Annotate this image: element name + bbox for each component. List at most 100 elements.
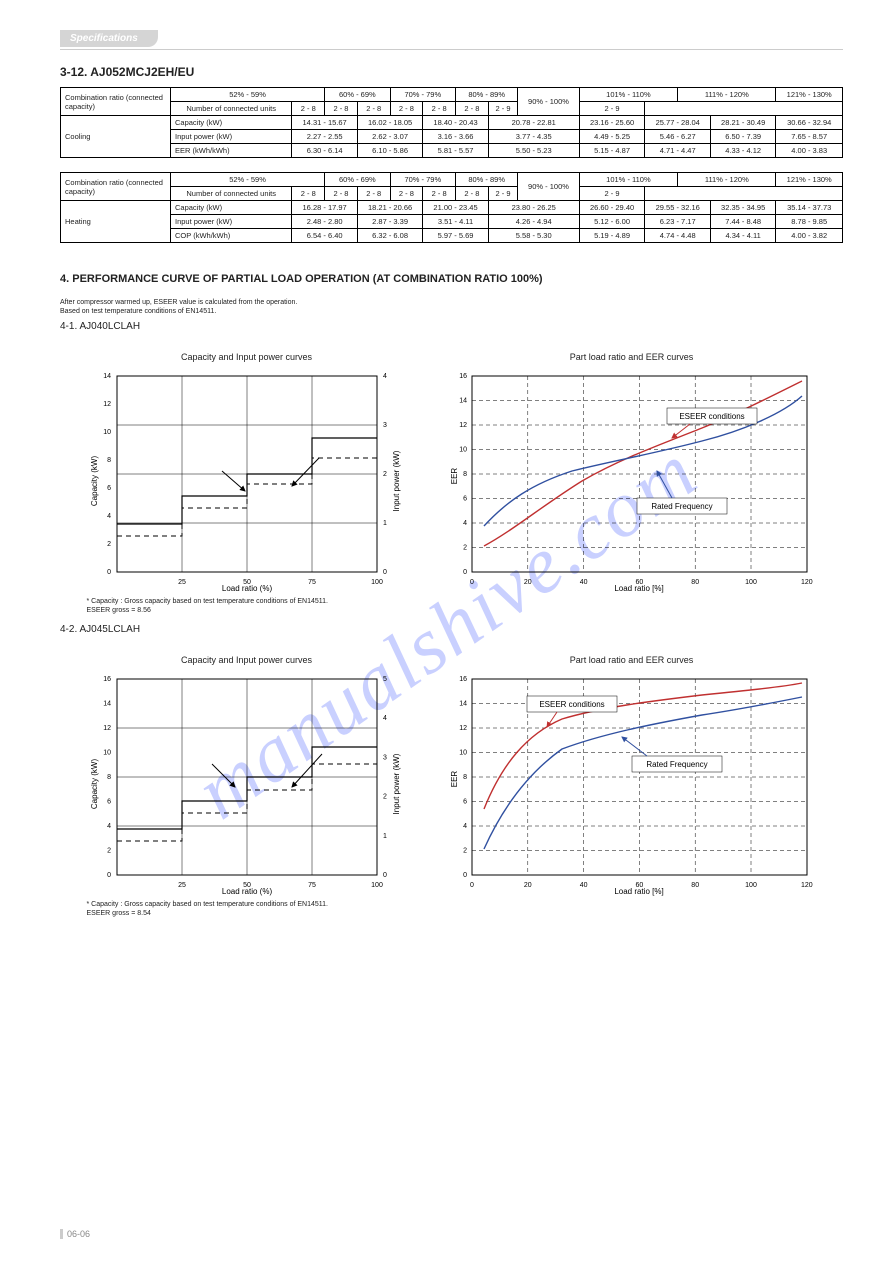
- ylabel: EER: [450, 468, 459, 485]
- svg-text:5: 5: [383, 676, 387, 683]
- svg-text:10: 10: [459, 447, 467, 454]
- chart-2a-foot2: ESEER gross = 8.54: [87, 910, 407, 917]
- cell: 6.23 - 7.17: [645, 215, 710, 229]
- cell: 23.16 - 25.60: [579, 116, 645, 130]
- svg-text:60: 60: [635, 579, 643, 586]
- cell: 2 - 8: [423, 187, 456, 201]
- th-6: 101% - 110%: [579, 88, 678, 102]
- cell: 2 - 8: [292, 102, 325, 116]
- th-7: 111% - 120%: [678, 88, 776, 102]
- header-tab: Specifications: [60, 30, 158, 47]
- svg-text:12: 12: [103, 401, 111, 408]
- svg-text:8: 8: [107, 774, 111, 781]
- legend-rated: Rated Frequency: [651, 502, 712, 511]
- cell: 2 - 8: [390, 187, 423, 201]
- cell: 2.87 - 3.39: [357, 215, 422, 229]
- cell: 18.21 - 20.66: [357, 201, 422, 215]
- cell: 2 - 9: [488, 187, 518, 201]
- cell: 4.34 - 4.11: [710, 229, 775, 243]
- chart-1b: Part load ratio and EER curves ESEER con…: [447, 352, 817, 614]
- svg-text:120: 120: [800, 579, 812, 586]
- row-eer: EER (kWh/kWh): [171, 144, 292, 158]
- chart-1a-foot1: * Capacity : Gross capacity based on tes…: [87, 598, 407, 605]
- svg-text:75: 75: [308, 579, 316, 586]
- cell: 3.51 - 4.11: [423, 215, 488, 229]
- svg-text:2: 2: [107, 848, 111, 855]
- svg-text:50: 50: [243, 882, 251, 889]
- svg-text:16: 16: [103, 676, 111, 683]
- svg-text:14: 14: [103, 701, 111, 708]
- svg-text:6: 6: [463, 496, 467, 503]
- ylabel: Capacity (kW): [90, 456, 99, 507]
- th-3: 70% - 79%: [390, 88, 455, 102]
- svg-text:10: 10: [103, 750, 111, 757]
- cell: 6.10 - 5.86: [357, 144, 422, 158]
- svg-text:1: 1: [383, 520, 387, 527]
- legend-eseer: ESEER conditions: [679, 412, 744, 421]
- svg-text:25: 25: [178, 579, 186, 586]
- svg-text:25: 25: [178, 882, 186, 889]
- cell: 7.65 - 8.57: [776, 130, 843, 144]
- svg-text:1: 1: [383, 833, 387, 840]
- y2label: Input power (kW): [392, 753, 401, 814]
- cell: 6.32 - 6.08: [357, 229, 422, 243]
- cell: 5.46 - 6.27: [645, 130, 710, 144]
- model-41: 4-1. AJ040LCLAH: [60, 321, 843, 332]
- th-combo: Combination ratio (connected capacity): [61, 88, 171, 116]
- svg-text:0: 0: [383, 569, 387, 576]
- svg-text:120: 120: [800, 882, 812, 889]
- chart-row-1: Capacity and Input power curves Capac: [60, 352, 843, 614]
- svg-text:10: 10: [103, 429, 111, 436]
- cell: 2.62 - 3.07: [357, 130, 422, 144]
- cell: 4.00 - 3.83: [776, 144, 843, 158]
- svg-text:0: 0: [463, 569, 467, 576]
- svg-text:2: 2: [463, 545, 467, 552]
- cell: 2 - 9: [579, 102, 645, 116]
- cell: 18.40 - 20.43: [423, 116, 488, 130]
- th2-6: 101% - 110%: [579, 173, 678, 187]
- cell: 2 - 8: [390, 102, 423, 116]
- row-heating: Heating: [61, 201, 171, 243]
- svg-text:100: 100: [371, 882, 383, 889]
- ylabel: EER: [450, 771, 459, 788]
- model-42: 4-2. AJ045LCLAH: [60, 624, 843, 635]
- row-cooling: Cooling: [61, 116, 171, 158]
- th-units: Number of connected units: [171, 102, 292, 116]
- svg-text:6: 6: [463, 799, 467, 806]
- svg-text:12: 12: [459, 422, 467, 429]
- chart-1b-title: Part load ratio and EER curves: [447, 352, 817, 362]
- cell: 26.60 - 29.40: [579, 201, 645, 215]
- cell: 4.74 - 4.48: [645, 229, 710, 243]
- header-rule: [60, 49, 843, 50]
- svg-text:2: 2: [383, 794, 387, 801]
- note-a: After compressor warmed up, ESEER value …: [60, 299, 843, 306]
- svg-text:100: 100: [745, 882, 757, 889]
- th2-5: 90% - 100%: [518, 173, 579, 201]
- cell: 14.31 - 15.67: [292, 116, 357, 130]
- svg-text:3: 3: [383, 754, 387, 761]
- svg-text:8: 8: [463, 471, 467, 478]
- svg-text:0: 0: [470, 882, 474, 889]
- svg-text:0: 0: [383, 872, 387, 879]
- svg-text:80: 80: [691, 579, 699, 586]
- chart-1a-foot2: ESEER gross = 8.56: [87, 607, 407, 614]
- svg-text:40: 40: [579, 882, 587, 889]
- cell: 28.21 - 30.49: [710, 116, 775, 130]
- cell: 5.50 - 5.23: [488, 144, 579, 158]
- cell: 20.78 - 22.81: [488, 116, 579, 130]
- chart-1a: Capacity and Input power curves Capac: [87, 352, 407, 614]
- legend-eseer2: ESEER conditions: [539, 700, 604, 709]
- svg-text:2: 2: [383, 471, 387, 478]
- cell: 6.30 - 6.14: [292, 144, 357, 158]
- cell: 2 - 8: [456, 102, 489, 116]
- svg-text:12: 12: [459, 725, 467, 732]
- cell: 23.80 - 26.25: [488, 201, 579, 215]
- chart-row-2: Capacity and Input power curves Capac: [60, 655, 843, 917]
- svg-text:8: 8: [463, 774, 467, 781]
- chart-2a-foot1: * Capacity : Gross capacity based on tes…: [87, 901, 407, 908]
- cell: 29.55 - 32.16: [645, 201, 710, 215]
- svg-text:12: 12: [103, 725, 111, 732]
- row-cap: Capacity (kW): [171, 116, 292, 130]
- chart-2a-svg: Capacity (kW) Input power (kW) Load rati…: [87, 669, 407, 899]
- cell: 3.77 - 4.35: [488, 130, 579, 144]
